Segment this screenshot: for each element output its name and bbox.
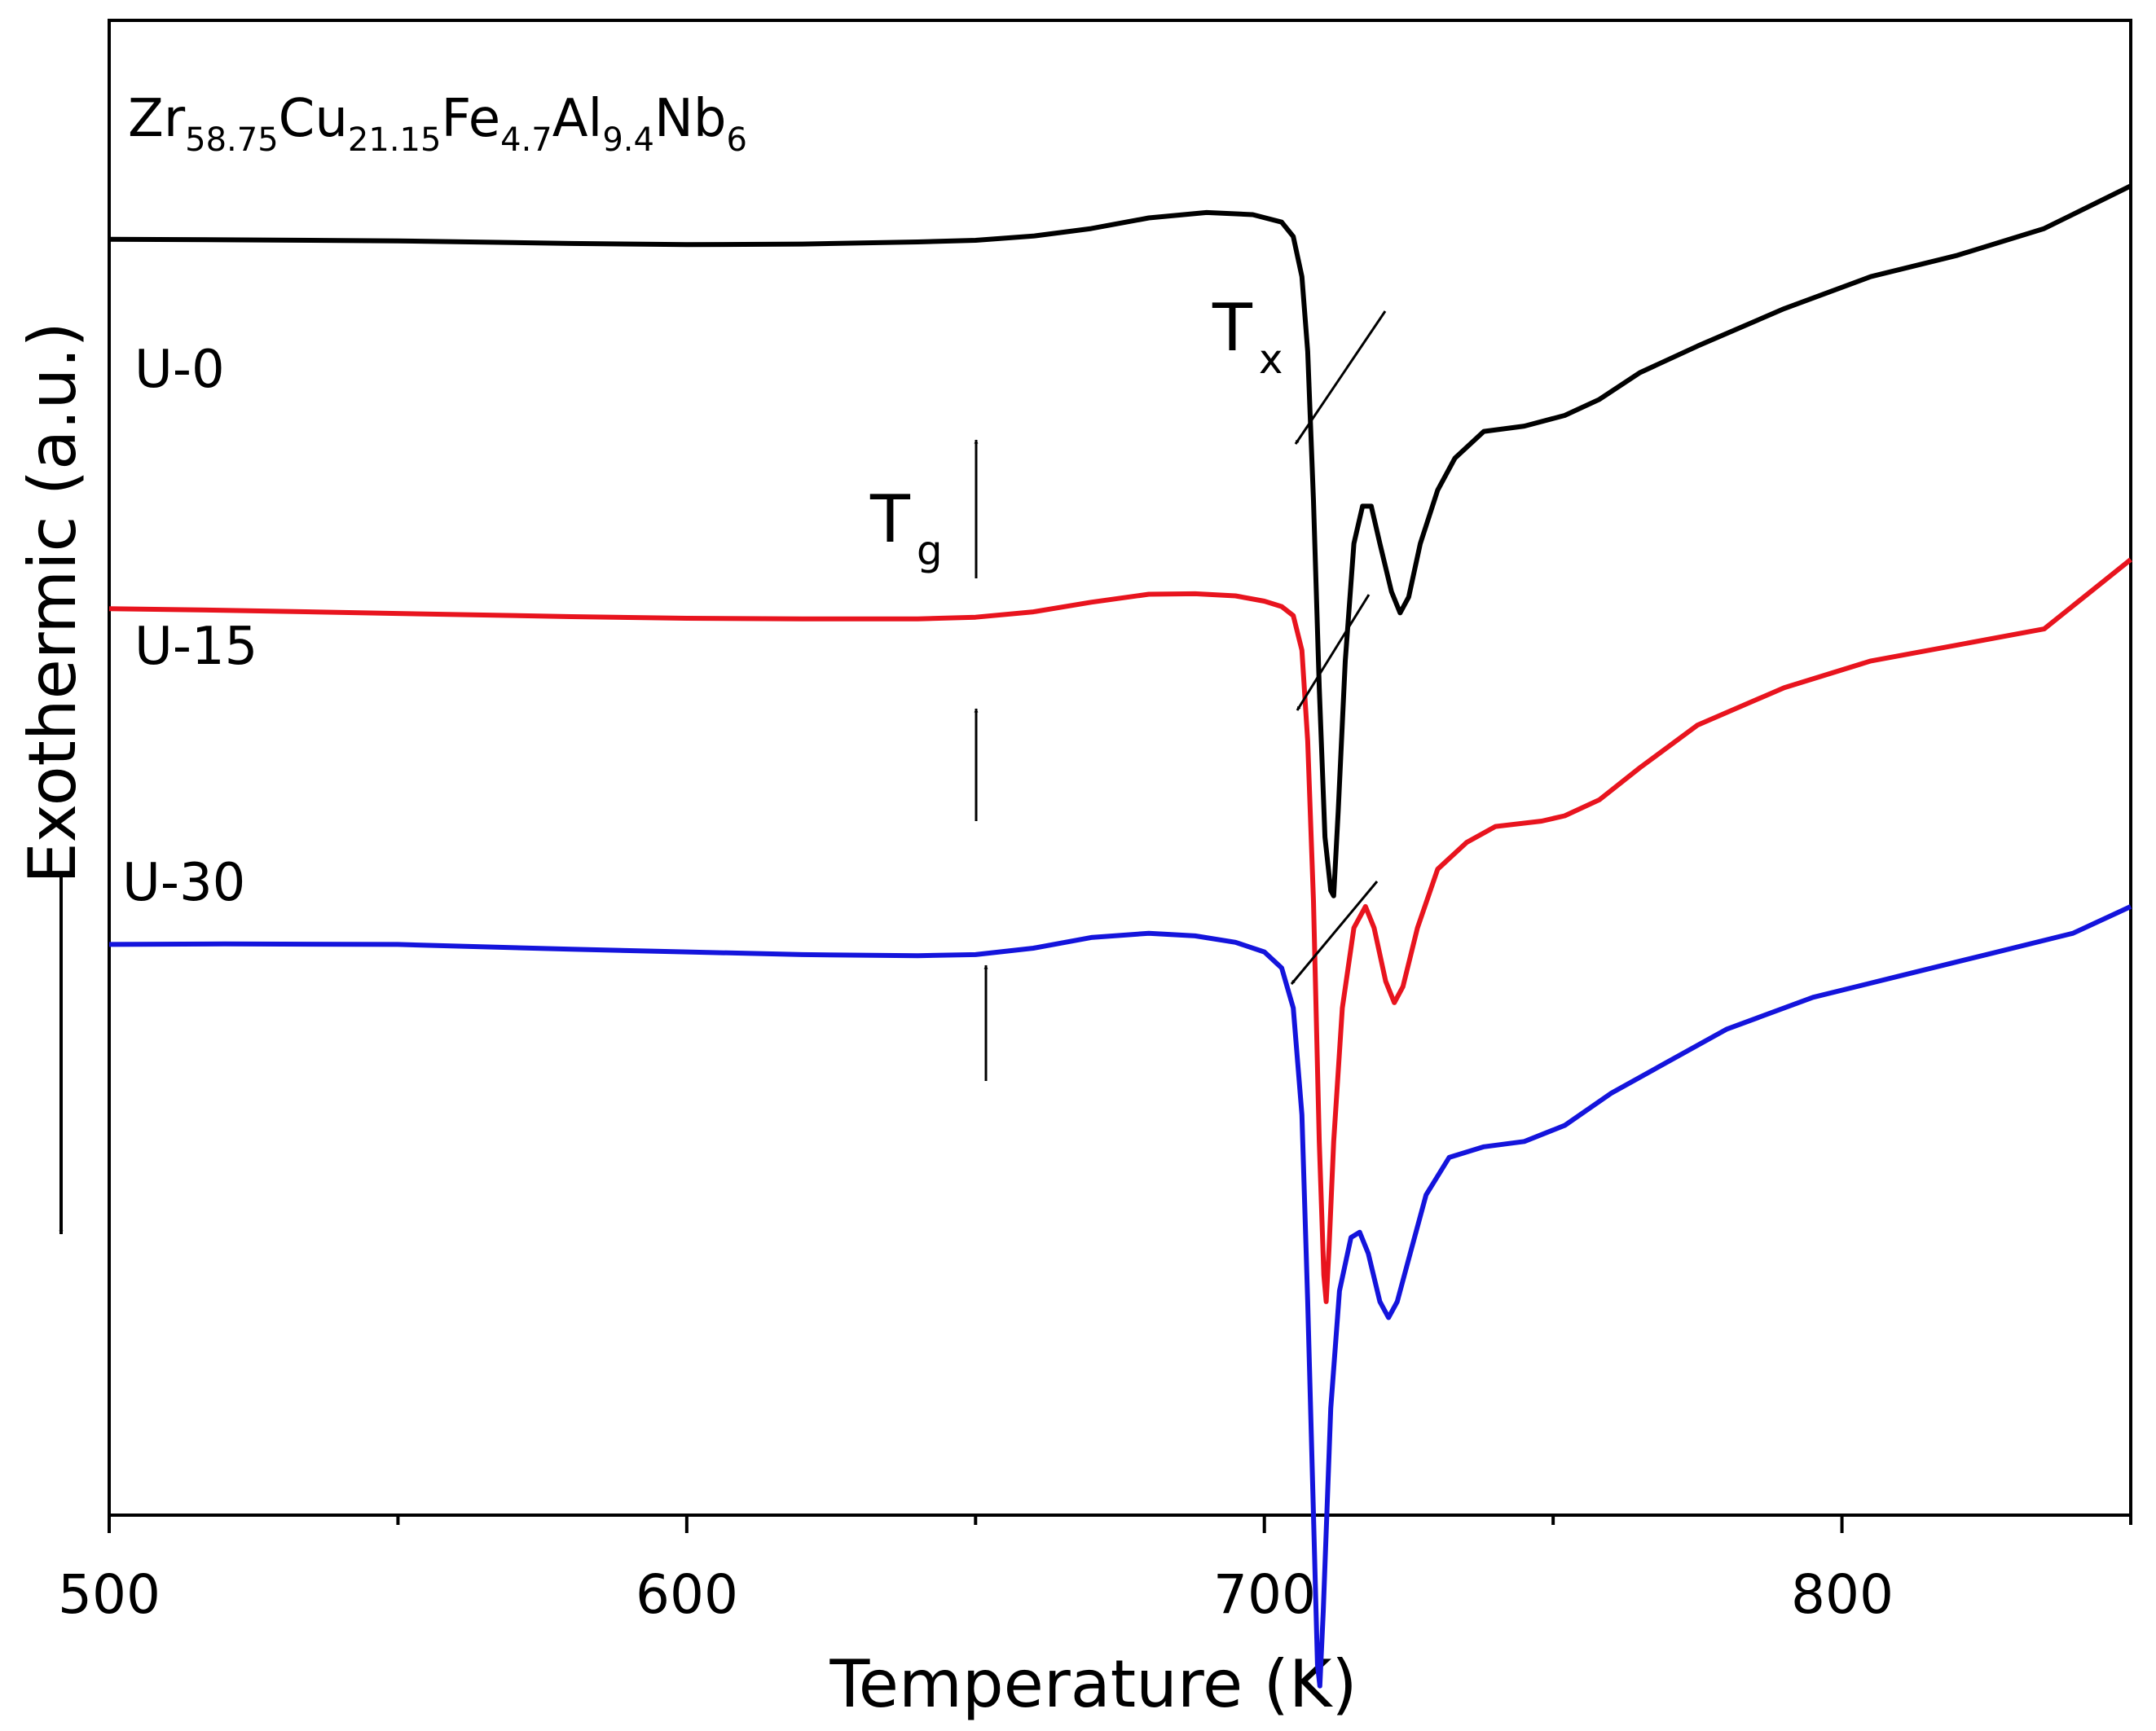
formula-element-nb: Nb [654,89,727,149]
y-axis-title: Exothermic (a.u.) [15,322,90,884]
data-curves [108,183,2132,1689]
x-tick-label-700: 700 [1213,1563,1316,1626]
x-axis-title: Temperature (K) [829,1646,1357,1722]
formula-subscript-cu: 21.15 [348,121,442,159]
tg-annotation-main: T [869,481,911,557]
x-tick-label-500: 500 [58,1563,161,1626]
formula-subscript-nb: 6 [726,121,746,159]
formula-element-fe: Fe [441,89,500,149]
x-tick-labels: 500 600 700 800 [58,1563,1894,1626]
tx-arrow-u-30 [1290,881,1379,985]
tx-arrow-u-15 [1296,594,1371,711]
formula-element-zr: Zr [128,89,186,149]
formula-element-cu: Cu [279,89,348,149]
tg-arrows [974,439,988,1081]
x-axis-ticks [108,1515,2132,1533]
tx-arrows [1290,310,1387,985]
alloy-composition: Zr58.75Cu21.15Fe4.7Al9.4Nb6 [128,89,747,159]
x-tick-label-800: 800 [1791,1563,1894,1626]
curve-u-15 [108,557,2132,1304]
curve-u-0 [108,183,2132,898]
plot-frame [108,19,2132,1517]
formula-subscript-al: 9.4 [602,121,654,159]
curve-label-u-15: U-15 [134,617,257,677]
formula-element-al: Al [552,89,603,149]
curve-label-u-0: U-0 [134,340,225,400]
tg-annotation-sub: g [917,527,943,574]
curve-label-u-30: U-30 [122,853,245,913]
formula-subscript-fe: 4.7 [500,121,552,159]
x-tick-label-600: 600 [636,1563,738,1626]
tx-arrow-u-0 [1294,310,1387,445]
tx-annotation-main: T [1212,290,1253,366]
formula-subscript-zr: 58.75 [185,121,279,159]
curve-u-30 [108,904,2132,1689]
tx-annotation-sub: x [1259,336,1283,383]
